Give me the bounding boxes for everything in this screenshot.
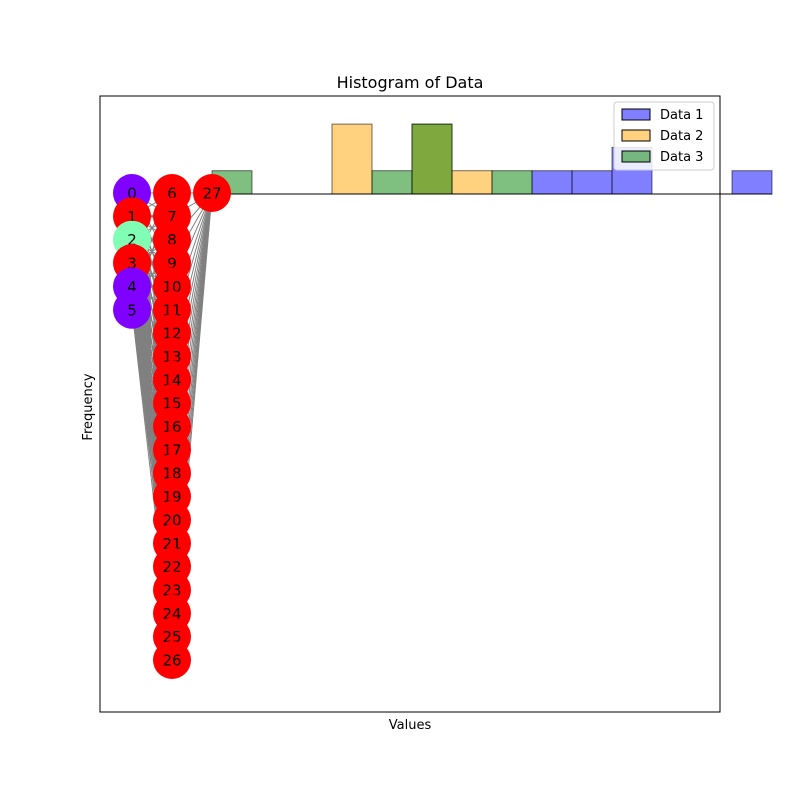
graph-node-label: 27 <box>202 185 221 203</box>
graph-node-26: 26 <box>153 641 191 679</box>
bar-data-1-14-15 <box>731 170 773 195</box>
legend-label-data-1: Data 1 <box>660 108 703 123</box>
graph-node-label: 4 <box>127 278 137 296</box>
graph-node-label: 1 <box>127 208 137 226</box>
graph-node-label: 0 <box>127 185 137 203</box>
graph-node-label: 8 <box>167 231 177 249</box>
graph-node-label: 2 <box>127 231 137 249</box>
graph-node-label: 7 <box>167 208 177 226</box>
graph-node-5: 5 <box>113 290 151 329</box>
graph-node-label: 6 <box>167 185 177 203</box>
chart-title: Histogram of Data <box>337 73 484 92</box>
bar-data-2-7-8 <box>451 170 493 195</box>
bar-data-2-4-5 <box>331 123 373 195</box>
graph-node-circle <box>193 174 231 212</box>
bar-data-3-5-6 <box>371 170 413 195</box>
bar-data-1-9-10 <box>531 170 573 195</box>
legend: Data 1 Data 2 Data 3 <box>613 101 715 171</box>
legend-label-data-3: Data 3 <box>660 150 703 165</box>
graph-node-label: 26 <box>162 652 181 670</box>
bar-data-3-6-7 <box>411 123 453 195</box>
legend-swatch-data-1 <box>621 108 651 121</box>
legend-label-data-2: Data 2 <box>660 129 703 144</box>
y-axis-label: Frequency <box>81 373 96 440</box>
graph-node-circle <box>153 641 191 679</box>
graph-node-label: 5 <box>127 301 137 319</box>
graph-node-label: 3 <box>127 255 137 273</box>
graph-node-27: 27 <box>193 174 231 212</box>
bar-data-1-10-11 <box>571 170 613 195</box>
legend-swatch-data-2 <box>621 129 651 142</box>
legend-swatch-data-3 <box>621 150 651 163</box>
graph-node-label: 9 <box>167 255 177 273</box>
bar-data-3-8-9 <box>491 170 533 195</box>
x-axis-label: Values <box>389 718 432 733</box>
graph-nodes: 0123456789101112131415161718192021222324… <box>113 174 231 679</box>
plot-frame <box>99 95 721 713</box>
graph-node-circle <box>113 290 151 329</box>
